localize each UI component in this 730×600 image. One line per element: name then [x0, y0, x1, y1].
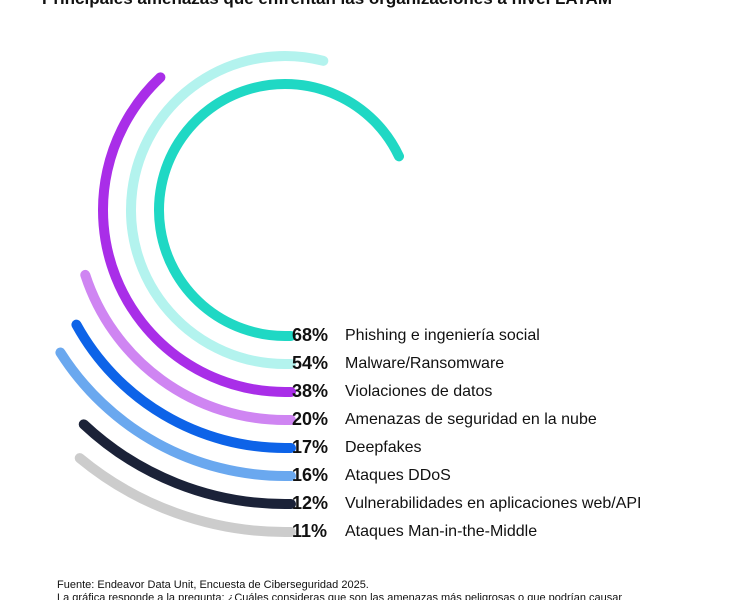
value-label: 16%: [292, 465, 328, 485]
category-label: Deepfakes: [345, 439, 422, 456]
note: La gráfica responde a la pregunta: ¿Cuál…: [57, 592, 622, 600]
category-label: Ataques DDoS: [345, 467, 451, 484]
category-label: Violaciones de datos: [345, 383, 492, 400]
source: Fuente: Endeavor Data Unit, Encuesta de …: [57, 579, 369, 591]
category-label: Vulnerabilidades en aplicaciones web/API: [345, 495, 641, 512]
arc-bar: [126, 51, 329, 369]
value-label: 20%: [292, 409, 328, 429]
value-label: 68%: [292, 325, 328, 345]
category-label: Phishing e ingeniería social: [345, 327, 540, 344]
arc-bar: [55, 347, 296, 481]
arc-bar: [78, 419, 296, 509]
category-label: Amenazas de seguridad en la nube: [345, 411, 597, 428]
arc-bar: [71, 319, 296, 453]
chart-title: Principales amenazas que enfrentan las o…: [42, 0, 612, 8]
value-label: 54%: [292, 353, 328, 373]
arc-bar: [80, 269, 296, 425]
category-label: Malware/Ransomware: [345, 355, 504, 372]
value-label: 11%: [292, 521, 327, 541]
arc-bar: [98, 72, 296, 397]
arc-bar: [154, 79, 405, 341]
arc-bar: [74, 453, 296, 537]
value-label: 38%: [292, 381, 328, 401]
value-label: 12%: [292, 493, 328, 513]
value-label: 17%: [292, 437, 328, 457]
category-label: Ataques Man-in-the-Middle: [345, 523, 537, 540]
